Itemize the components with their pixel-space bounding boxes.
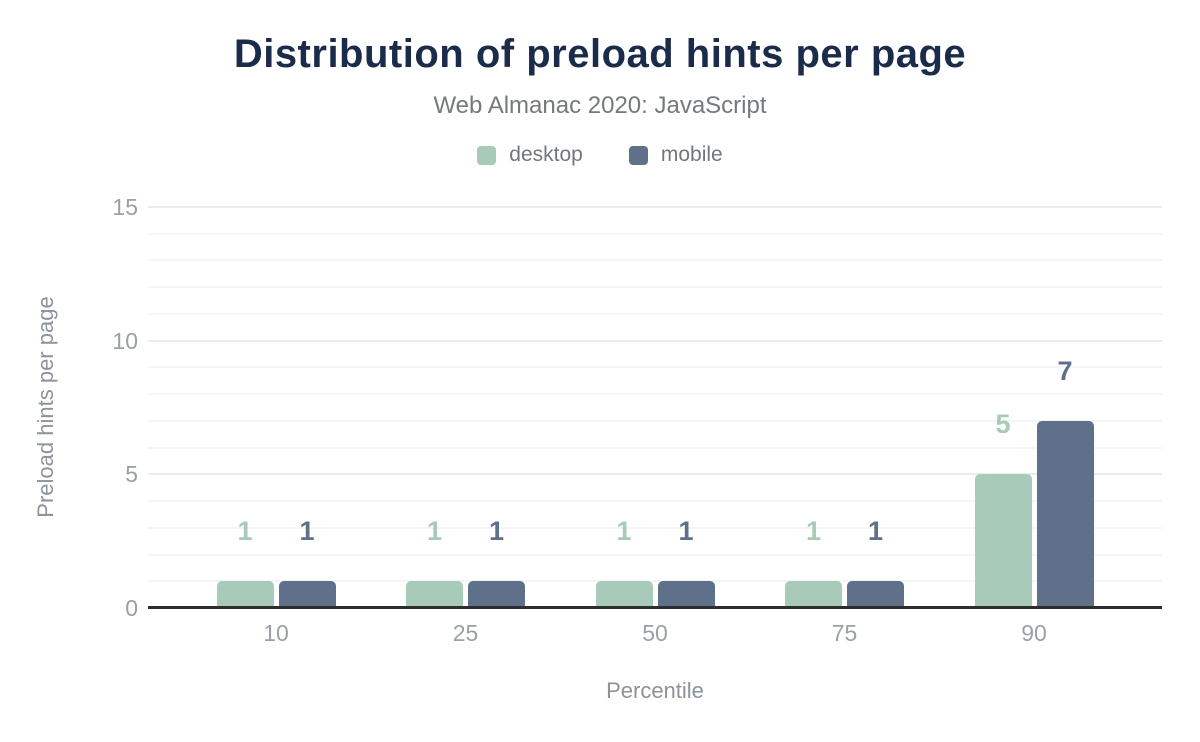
- bar-value-label-desktop-p10: 1: [237, 516, 253, 547]
- gridline-2: [148, 553, 1162, 556]
- bar-desktop-p50[interactable]: 1: [595, 518, 653, 608]
- gridline-9: [148, 366, 1162, 369]
- y-tick-label-5: 5: [125, 461, 138, 488]
- bar-value-label-mobile-p75: 1: [867, 516, 884, 547]
- gridline-15: [148, 206, 1162, 208]
- bar-mobile-p75[interactable]: 1: [847, 518, 904, 608]
- x-axis-line: [148, 606, 1162, 609]
- gridline-5: [148, 473, 1162, 476]
- gridline-4: [148, 500, 1162, 503]
- legend-label-mobile: mobile: [660, 143, 723, 166]
- bar-mobile-p90[interactable]: 7: [1036, 357, 1094, 608]
- x-tick-label-25: 25: [452, 620, 479, 646]
- gridline-7: [148, 419, 1162, 422]
- legend-item-desktop[interactable]: desktop: [477, 143, 583, 167]
- bar-desktop-p25[interactable]: 1: [406, 518, 463, 608]
- x-tick-label-50: 50: [642, 620, 668, 646]
- bar-value-label-mobile-p90: 7: [1057, 355, 1073, 386]
- gridline-10: [148, 339, 1162, 342]
- gridline-8: [148, 393, 1162, 396]
- x-tick-label-10: 10: [263, 620, 289, 646]
- bar-desktop-p90[interactable]: 5: [974, 411, 1032, 608]
- bar-value-label-mobile-p25: 1: [488, 516, 505, 547]
- bar-mobile-p25[interactable]: 1: [468, 518, 525, 608]
- y-tick-label-0: 0: [125, 595, 138, 621]
- y-tick-label-10: 10: [112, 327, 138, 354]
- bar-value-label-desktop-p25: 1: [426, 516, 443, 547]
- x-axis-title: Percentile: [606, 678, 704, 703]
- gridline-14: [148, 232, 1162, 235]
- gridline-1: [148, 580, 1162, 583]
- gridline-11: [148, 312, 1162, 315]
- legend-swatch-desktop-icon: [477, 145, 497, 165]
- bar-value-label-desktop-p75: 1: [805, 516, 822, 547]
- bar-mobile-p10[interactable]: 1: [278, 518, 336, 608]
- gridline-13: [148, 259, 1162, 262]
- chart-title: Distribution of preload hints per page: [233, 32, 967, 76]
- bar-desktop-p10[interactable]: 1: [216, 518, 274, 608]
- legend-label-desktop: desktop: [509, 143, 583, 166]
- bar-mobile-p50[interactable]: 1: [657, 518, 715, 608]
- legend-item-mobile[interactable]: mobile: [628, 143, 723, 167]
- chart-subtitle: Web Almanac 2020: JavaScript: [433, 92, 767, 119]
- bar-value-label-desktop-p50: 1: [616, 516, 632, 547]
- gridline-6: [148, 446, 1162, 449]
- gridline-12: [148, 286, 1162, 289]
- y-tick-label-15: 15: [112, 194, 138, 220]
- legend-swatch-mobile-icon: [628, 145, 648, 165]
- bar-value-label-desktop-p90: 5: [995, 409, 1011, 440]
- x-tick-label-75: 75: [831, 620, 858, 646]
- legend: desktop mobile: [0, 143, 1200, 167]
- x-tick-label-90: 90: [1021, 620, 1047, 646]
- bar-value-label-mobile-p50: 1: [678, 516, 694, 547]
- gridline-3: [148, 526, 1162, 529]
- bar-value-label-mobile-p10: 1: [299, 516, 315, 547]
- bar-desktop-p75[interactable]: 1: [785, 518, 842, 608]
